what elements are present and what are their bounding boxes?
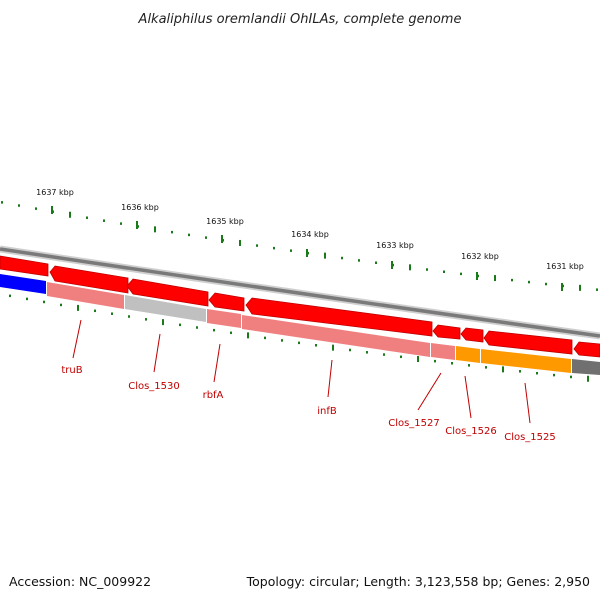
gene-label[interactable]: rbfA [203,390,224,401]
gene-arrow[interactable] [208,292,245,312]
gene-label[interactable]: Clos_1527 [388,418,440,429]
backbone-ring [0,245,600,340]
forward-gene-track [0,255,600,358]
gene-labels: truB Clos_1530 rbfA infB Clos_1527 Clos_… [61,365,555,443]
feature-segment[interactable] [481,349,571,373]
kbp-label: 1635 kbp [206,217,244,226]
kbp-label: 1632 kbp [461,252,499,261]
feature-segment[interactable] [431,343,455,360]
gene-arrow[interactable] [0,255,49,277]
kbp-label: 1637 kbp [36,188,74,197]
feature-band [0,274,600,375]
gene-arrow[interactable] [126,278,209,307]
gene-arrow[interactable] [460,327,484,343]
genome-summary-text: Topology: circular; Length: 3,123,558 bp… [246,574,590,589]
feature-segment[interactable] [207,309,241,328]
gene-label[interactable]: Clos_1526 [445,426,497,437]
feature-segment[interactable] [572,359,600,375]
kbp-scale: 1637 kbp 1636 kbp 1635 kbp 1634 kbp 1633… [36,188,584,271]
accession-text: Accession: NC_009922 [9,574,151,589]
feature-segment[interactable] [456,346,480,363]
feature-segment[interactable] [47,282,124,309]
gene-leader-lines [72,319,531,424]
gene-arrow[interactable] [432,324,461,340]
gene-label[interactable]: infB [317,406,337,417]
feature-segment[interactable] [242,315,430,357]
map-title: Alkaliphilus oremlandii OhILAs, complete… [138,12,462,27]
kbp-label: 1634 kbp [291,230,329,239]
feature-segment[interactable] [0,274,46,294]
gene-arrow[interactable] [573,341,600,358]
gene-arrow[interactable] [49,265,129,294]
gene-arrow[interactable] [245,297,433,337]
gene-arrow[interactable] [483,330,573,355]
inner-gc-ticks [9,294,589,382]
feature-segment[interactable] [125,295,206,322]
gene-label[interactable]: Clos_1525 [504,432,556,443]
kbp-label: 1633 kbp [376,241,414,250]
kbp-label: 1631 kbp [546,262,584,271]
kbp-tick-marks [51,206,563,291]
gene-label[interactable]: Clos_1530 [128,381,180,392]
kbp-label: 1636 kbp [121,203,159,212]
gene-label[interactable]: truB [61,365,82,376]
